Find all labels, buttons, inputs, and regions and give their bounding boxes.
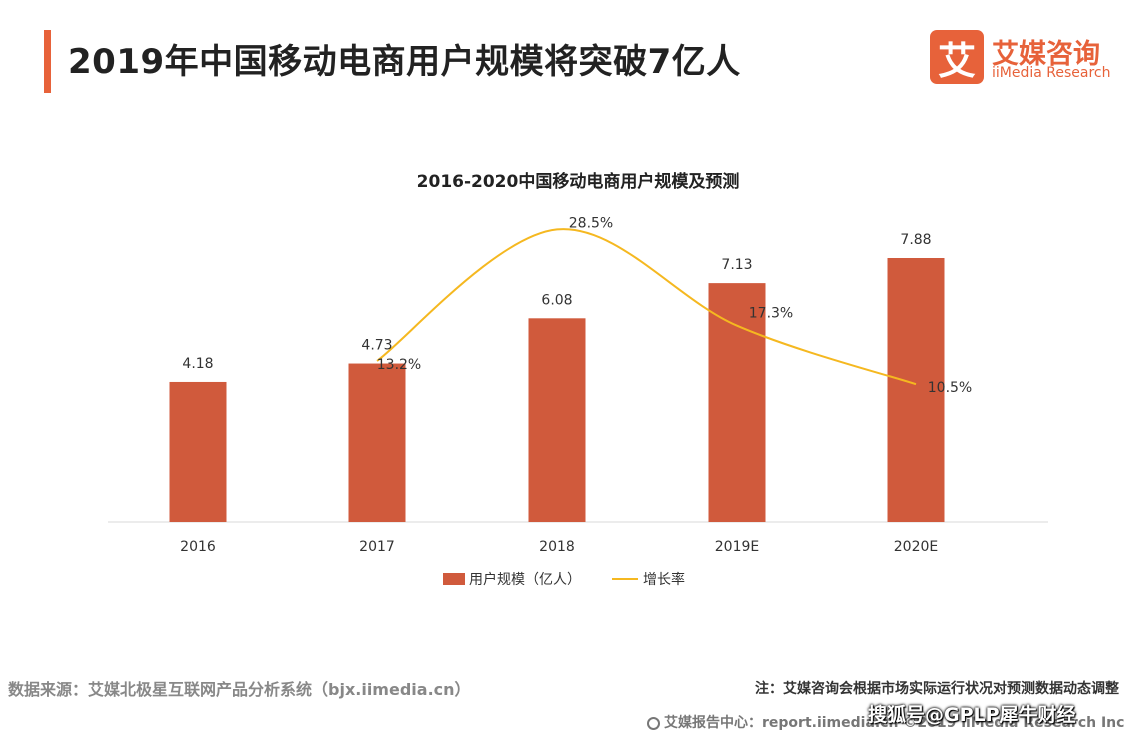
watermark: 搜狐号@GPLP犀牛财经	[868, 704, 1076, 726]
chart-title: 2016-2020中国移动电商用户规模及预测	[417, 171, 740, 192]
page-title: 2019年中国移动电商用户规模将突破7亿人	[68, 42, 741, 82]
bar-2016	[169, 381, 227, 522]
data-labels: 4.18 4.73 6.08 7.13 7.88 13.2% 28.5% 17.3% 10.5%	[182, 215, 972, 396]
bar-value-label: 4.18	[182, 356, 213, 372]
bar-value-label: 6.08	[541, 292, 572, 308]
x-tick-labels: 2016 2017 2018 2019E 2020E	[180, 539, 938, 555]
bar-2018	[528, 318, 586, 522]
legend-bar-swatch	[443, 573, 465, 585]
growth-line-series	[376, 228, 917, 386]
bar-2020E	[887, 258, 945, 522]
x-tick-label: 2018	[539, 539, 575, 555]
footer-note: 注：艾媒咨询会根据市场实际运行状况对预测数据动态调整	[755, 681, 1119, 697]
bar-series	[169, 258, 945, 522]
brand-logo: 艾 艾媒咨询 iiMedia Research	[930, 30, 1115, 86]
footer-source: 数据来源：艾媒北极星互联网产品分析系统（bjx.iimedia.cn）	[8, 680, 471, 699]
legend-line-label: 增长率	[643, 571, 685, 588]
legend-bar-label: 用户规模（亿人）	[469, 571, 581, 588]
bar-2017	[348, 363, 406, 522]
bar-value-label: 7.88	[900, 232, 931, 248]
x-tick-label: 2017	[359, 539, 395, 555]
x-tick-label: 2016	[180, 539, 216, 555]
logo-mark-icon: 艾	[930, 30, 984, 84]
bar-value-label: 7.13	[721, 257, 752, 273]
report-center-text: 艾媒报告中心：report.iimedia.cn ©2019 iiMedia R…	[664, 715, 1125, 731]
x-tick-label: 2020E	[894, 539, 938, 555]
title-accent-bar	[44, 30, 51, 93]
logo-name-en: iiMedia Research	[992, 65, 1111, 81]
growth-rate-label: 10.5%	[928, 380, 972, 396]
bar-value-label: 4.73	[361, 338, 392, 354]
logo-name-cn: 艾媒咨询	[992, 39, 1100, 70]
growth-rate-label: 13.2%	[377, 357, 421, 373]
x-tick-label: 2019E	[715, 539, 759, 555]
bar-2019E	[708, 283, 766, 522]
footer-report-center: 艾媒报告中心：report.iimedia.cn ©2019 iiMedia R…	[647, 712, 1124, 732]
globe-icon	[647, 717, 660, 730]
legend: 用户规模（亿人） 增长率	[443, 571, 685, 588]
growth-rate-line	[376, 228, 917, 386]
growth-rate-label: 28.5%	[569, 215, 613, 231]
growth-rate-label: 17.3%	[749, 306, 793, 322]
